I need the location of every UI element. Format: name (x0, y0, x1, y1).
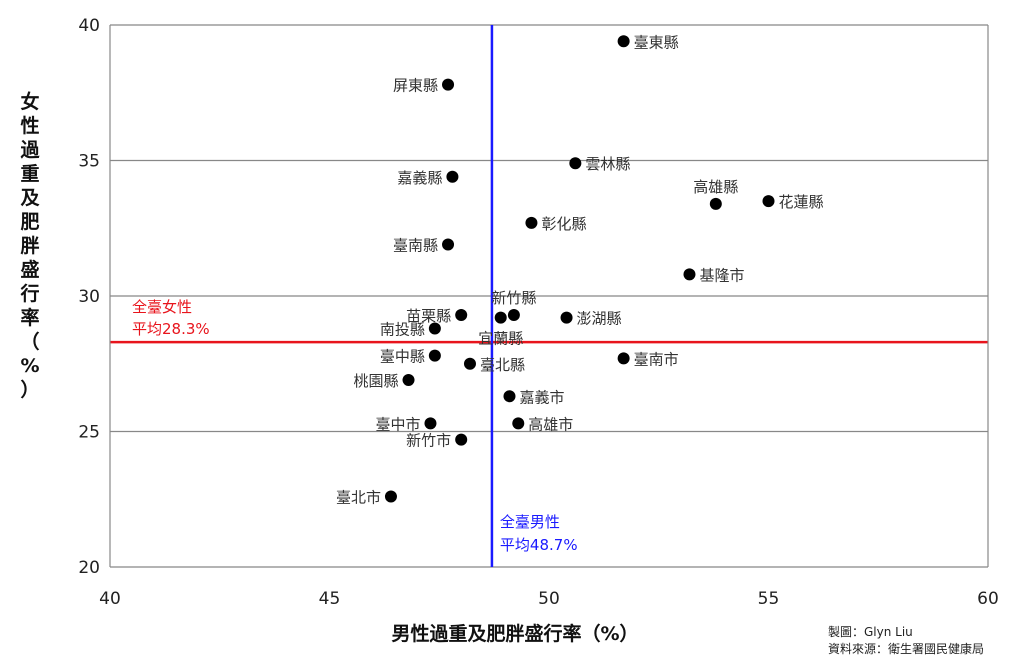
point-label: 臺中市 (375, 415, 420, 433)
y-axis-title-char: 盛 (20, 258, 39, 281)
point-label: 苗栗縣 (406, 307, 451, 325)
y-axis-title-char: 胖 (20, 235, 39, 257)
data-point (494, 311, 507, 324)
data-points (384, 35, 775, 503)
point-label: 桃園縣 (354, 372, 399, 390)
data-point (683, 268, 696, 281)
y-axis-title-char: ） (20, 378, 39, 401)
data-point (463, 357, 476, 370)
point-label: 彰化縣 (541, 215, 586, 233)
grid-lines (110, 24, 988, 568)
y-axis-title-char: 過 (20, 139, 40, 161)
x-tick-label: 40 (99, 589, 121, 609)
x-axis-title: 男性過重及肥胖盛行率（%） (391, 622, 638, 645)
y-axis-title-char: 及 (20, 187, 40, 209)
point-label: 嘉義縣 (397, 169, 442, 187)
x-tick-label: 55 (758, 589, 780, 609)
point-label: 臺東縣 (634, 33, 679, 51)
y-axis-title-char: 性 (20, 114, 39, 137)
data-point (560, 311, 573, 324)
x-tick-label: 45 (319, 589, 341, 609)
data-point (384, 490, 397, 503)
x-tick-label: 50 (538, 589, 560, 609)
data-point (428, 349, 441, 362)
point-label: 臺北縣 (480, 356, 525, 374)
point-label: 臺南縣 (393, 237, 438, 255)
axes: 20 25 30 35 40 40 45 50 55 60 (78, 16, 998, 609)
y-axis-title-char: 率 (20, 306, 39, 329)
point-label: 屏東縣 (393, 77, 438, 95)
point-label: 嘉義市 (519, 388, 564, 406)
male-average-label: 全臺男性 (500, 513, 560, 531)
y-axis-title-char: 女 (20, 90, 39, 113)
y-tick-label: 20 (78, 558, 100, 578)
y-tick-label: 40 (78, 16, 100, 36)
female-average-label: 全臺女性 (132, 298, 192, 316)
x-tick-label: 60 (977, 589, 999, 609)
data-point (512, 417, 525, 430)
point-label: 雲林縣 (585, 155, 630, 173)
data-point (525, 216, 538, 229)
data-point (617, 35, 630, 48)
y-axis-title-char: 肥 (20, 211, 39, 233)
data-point (762, 195, 775, 208)
y-axis-title-char: （ (20, 330, 39, 353)
y-tick-label: 30 (78, 287, 100, 307)
data-point (455, 433, 468, 446)
data-point (428, 322, 441, 335)
y-axis-title-char: % (20, 355, 39, 377)
male-average-value: 平均48.7% (500, 536, 578, 554)
point-label: 新竹市 (406, 432, 451, 450)
point-label: 花蓮縣 (779, 193, 824, 211)
y-axis-title-char: 重 (20, 163, 39, 185)
point-label: 臺中縣 (380, 348, 425, 366)
data-point (617, 352, 630, 365)
point-label: 澎湖縣 (577, 310, 622, 328)
point-label: 新竹縣 (491, 289, 536, 307)
y-axis-title-char: 行 (19, 282, 39, 305)
credit-source: 資料來源：衛生署國民健康局 (828, 641, 984, 656)
data-point (503, 390, 516, 403)
point-label: 臺北市 (336, 489, 381, 507)
credit-author: 製圖：Glyn Liu (828, 625, 913, 639)
data-point (709, 197, 722, 210)
data-point (446, 170, 459, 183)
data-point (569, 157, 582, 170)
data-point (455, 308, 468, 321)
point-label: 基隆市 (699, 266, 744, 284)
point-label: 宜蘭縣 (478, 330, 523, 348)
point-label: 高雄縣 (693, 178, 738, 196)
point-label: 高雄市 (528, 415, 573, 433)
data-point (402, 374, 415, 387)
y-tick-label: 25 (78, 423, 100, 443)
female-average-value: 平均28.3% (132, 320, 210, 338)
data-point (424, 417, 437, 430)
data-point (507, 308, 520, 321)
point-label: 臺南市 (634, 350, 679, 368)
y-tick-label: 35 (78, 152, 100, 172)
point-label: 南投縣 (380, 321, 425, 339)
data-point (442, 78, 455, 91)
data-point (442, 238, 455, 251)
